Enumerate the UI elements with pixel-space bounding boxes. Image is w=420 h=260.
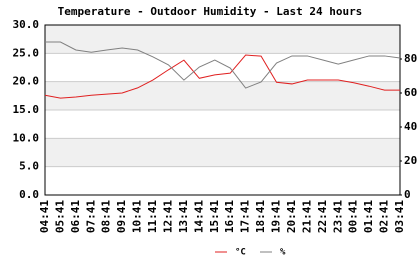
x-tick-label: 06:41 <box>69 200 82 233</box>
y-tick-label: 0.0 <box>19 188 39 201</box>
x-tick-label: 20:41 <box>285 200 298 233</box>
grid-band <box>45 25 400 54</box>
chart-title: Temperature - Outdoor Humidity - Last 24… <box>58 5 363 18</box>
y-tick-label: 30.0 <box>13 18 40 31</box>
y-tick-label: 5.0 <box>19 160 39 173</box>
x-tick-label: 19:41 <box>270 200 283 233</box>
x-tick-label: 22:41 <box>316 200 329 233</box>
x-tick-label: 16:41 <box>223 200 236 233</box>
x-tick-label: 12:41 <box>161 200 174 233</box>
x-tick-label: 04:41 <box>38 200 51 233</box>
x-tick-label: 00:41 <box>347 200 360 233</box>
y2-tick-label: 80 <box>404 52 417 65</box>
series-line <box>44 54 400 99</box>
y-tick-label: 10.0 <box>13 131 40 144</box>
x-tick-label: 09:41 <box>115 200 128 233</box>
x-tick-label: 07:41 <box>84 200 97 233</box>
y2-tick-label: 40 <box>404 120 417 133</box>
y-tick-label: 15.0 <box>13 103 40 116</box>
x-tick-label: 01:41 <box>362 200 375 233</box>
x-tick-label: 21:41 <box>300 200 313 233</box>
legend-label: % <box>280 248 286 258</box>
y-tick-label: 20.0 <box>13 75 40 88</box>
x-tick-label: 11:41 <box>146 200 159 233</box>
x-tick-label: 08:41 <box>100 200 113 233</box>
x-tick-label: 17:41 <box>239 200 252 233</box>
x-tick-label: 23:41 <box>331 200 344 233</box>
series-line <box>45 41 401 89</box>
x-tick-label: 14:41 <box>192 200 205 233</box>
grid-band <box>45 81 400 110</box>
x-tick-label: 15:41 <box>208 200 221 233</box>
x-tick-label: 10:41 <box>131 200 144 233</box>
y-tick-label: 25.0 <box>13 46 40 59</box>
plot-frame <box>44 24 401 196</box>
x-tick-label: 03:41 <box>393 200 406 233</box>
x-tick-label: 18:41 <box>254 200 267 233</box>
x-tick-label: 05:41 <box>53 200 66 233</box>
y2-tick-label: 20 <box>404 154 417 167</box>
legend-label: °C <box>235 248 246 258</box>
y2-tick-label: 60 <box>404 86 417 99</box>
y2-tick-label: 0 <box>404 188 411 201</box>
x-tick-label: 13:41 <box>177 200 190 233</box>
grid-band <box>45 138 400 167</box>
x-tick-label: 02:41 <box>378 200 391 233</box>
